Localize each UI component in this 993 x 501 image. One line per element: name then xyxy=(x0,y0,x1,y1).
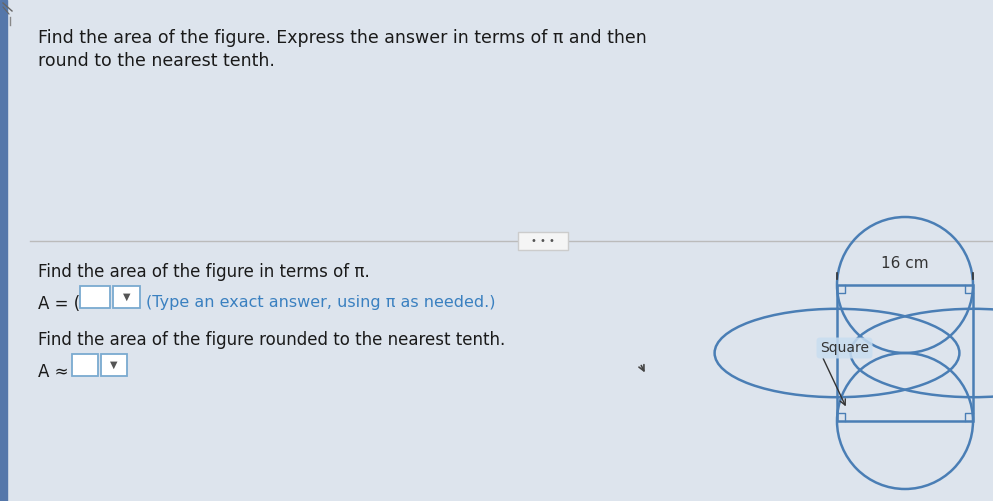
Text: (Type an exact answer, using π as needed.): (Type an exact answer, using π as needed… xyxy=(146,295,496,310)
Bar xyxy=(0,0,7,501)
Bar xyxy=(80,286,110,308)
Text: Find the area of the figure in terms of π.: Find the area of the figure in terms of … xyxy=(38,263,369,281)
Bar xyxy=(113,286,140,308)
Text: 16 cm: 16 cm xyxy=(881,256,928,271)
Text: round to the nearest tenth.: round to the nearest tenth. xyxy=(38,52,275,70)
Text: A = (: A = ( xyxy=(38,295,80,313)
Text: ▼: ▼ xyxy=(110,360,118,370)
Text: Find the area of the figure rounded to the nearest tenth.: Find the area of the figure rounded to t… xyxy=(38,331,505,349)
Text: A ≈: A ≈ xyxy=(38,363,69,381)
Text: Find the area of the figure. Express the answer in terms of π and then: Find the area of the figure. Express the… xyxy=(38,29,646,47)
Text: ▼: ▼ xyxy=(123,292,130,302)
Bar xyxy=(72,354,98,376)
Bar xyxy=(101,354,127,376)
Bar xyxy=(518,232,568,250)
Bar xyxy=(837,285,973,421)
Text: Square: Square xyxy=(820,341,869,355)
Text: • • •: • • • xyxy=(531,236,555,246)
